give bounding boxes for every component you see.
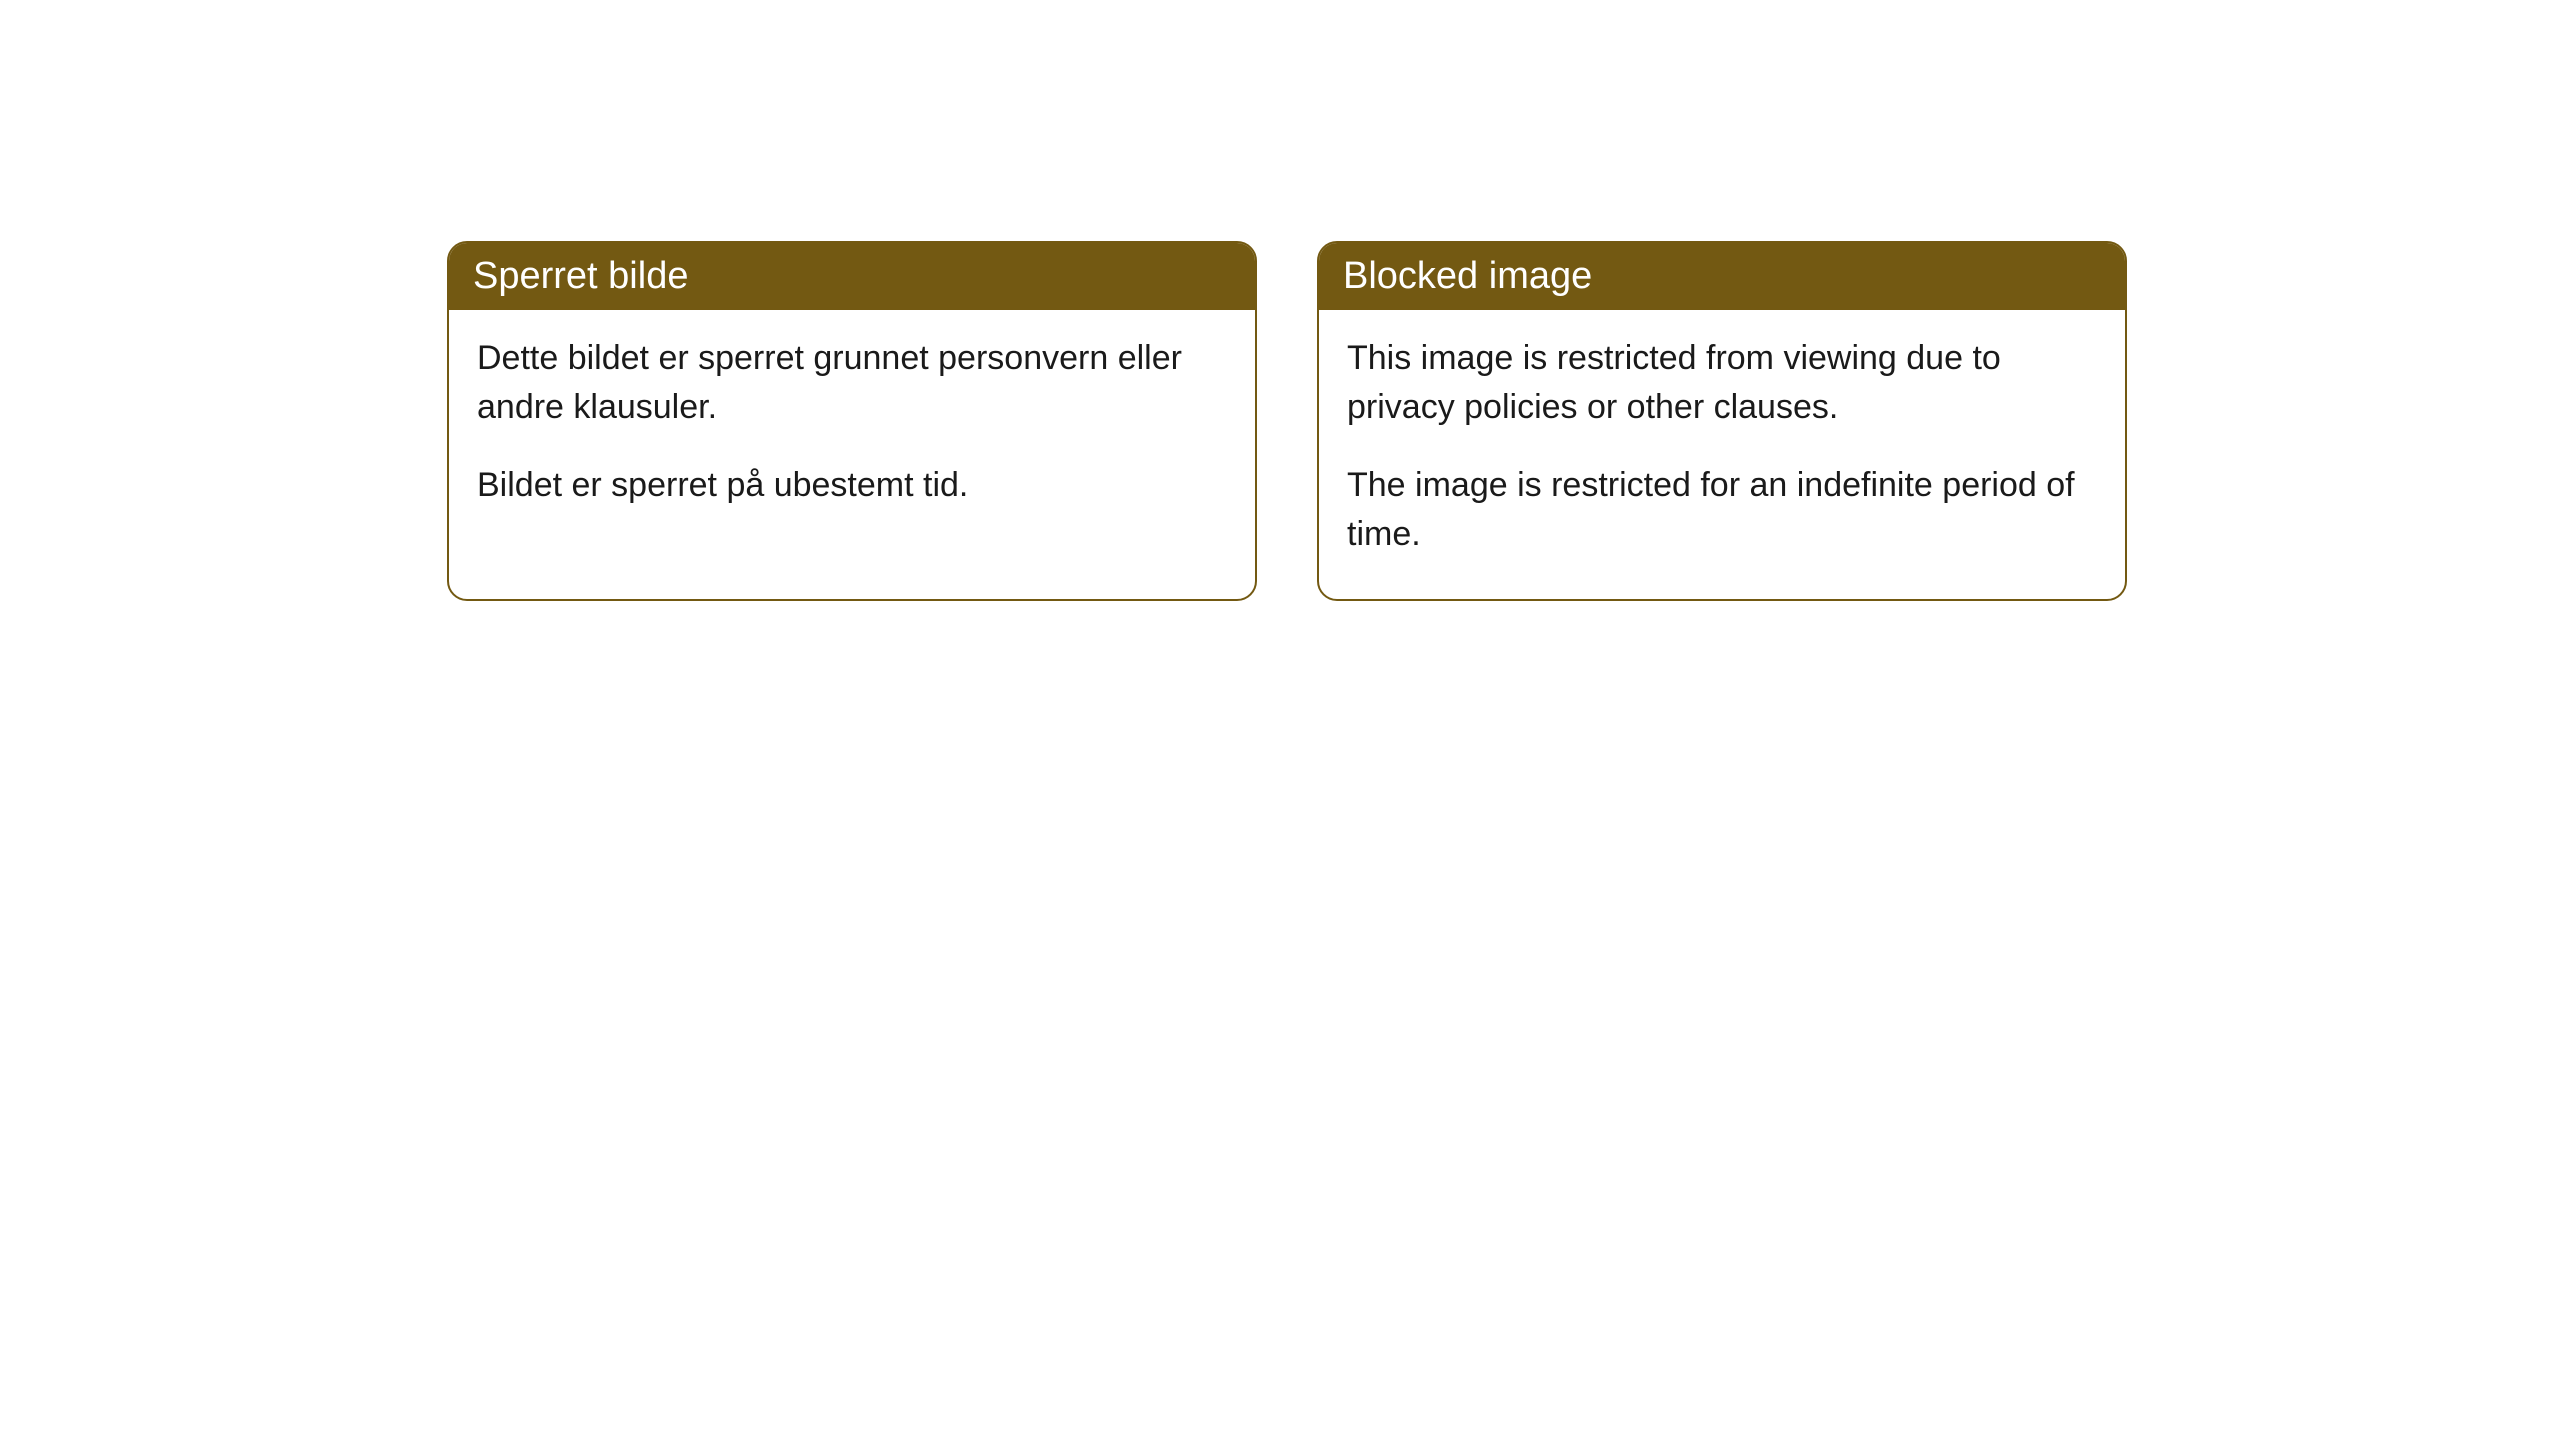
card-paragraph: Dette bildet er sperret grunnet personve…	[477, 334, 1227, 433]
notice-cards-container: Sperret bilde Dette bildet er sperret gr…	[447, 241, 2560, 601]
card-header: Sperret bilde	[449, 243, 1255, 310]
card-paragraph: Bildet er sperret på ubestemt tid.	[477, 461, 1227, 510]
card-paragraph: The image is restricted for an indefinit…	[1347, 461, 2097, 560]
card-header: Blocked image	[1319, 243, 2125, 310]
card-title: Blocked image	[1343, 255, 1592, 297]
notice-card-norwegian: Sperret bilde Dette bildet er sperret gr…	[447, 241, 1257, 601]
card-title: Sperret bilde	[473, 255, 688, 297]
card-body: Dette bildet er sperret grunnet personve…	[449, 310, 1255, 550]
card-body: This image is restricted from viewing du…	[1319, 310, 2125, 599]
notice-card-english: Blocked image This image is restricted f…	[1317, 241, 2127, 601]
card-paragraph: This image is restricted from viewing du…	[1347, 334, 2097, 433]
